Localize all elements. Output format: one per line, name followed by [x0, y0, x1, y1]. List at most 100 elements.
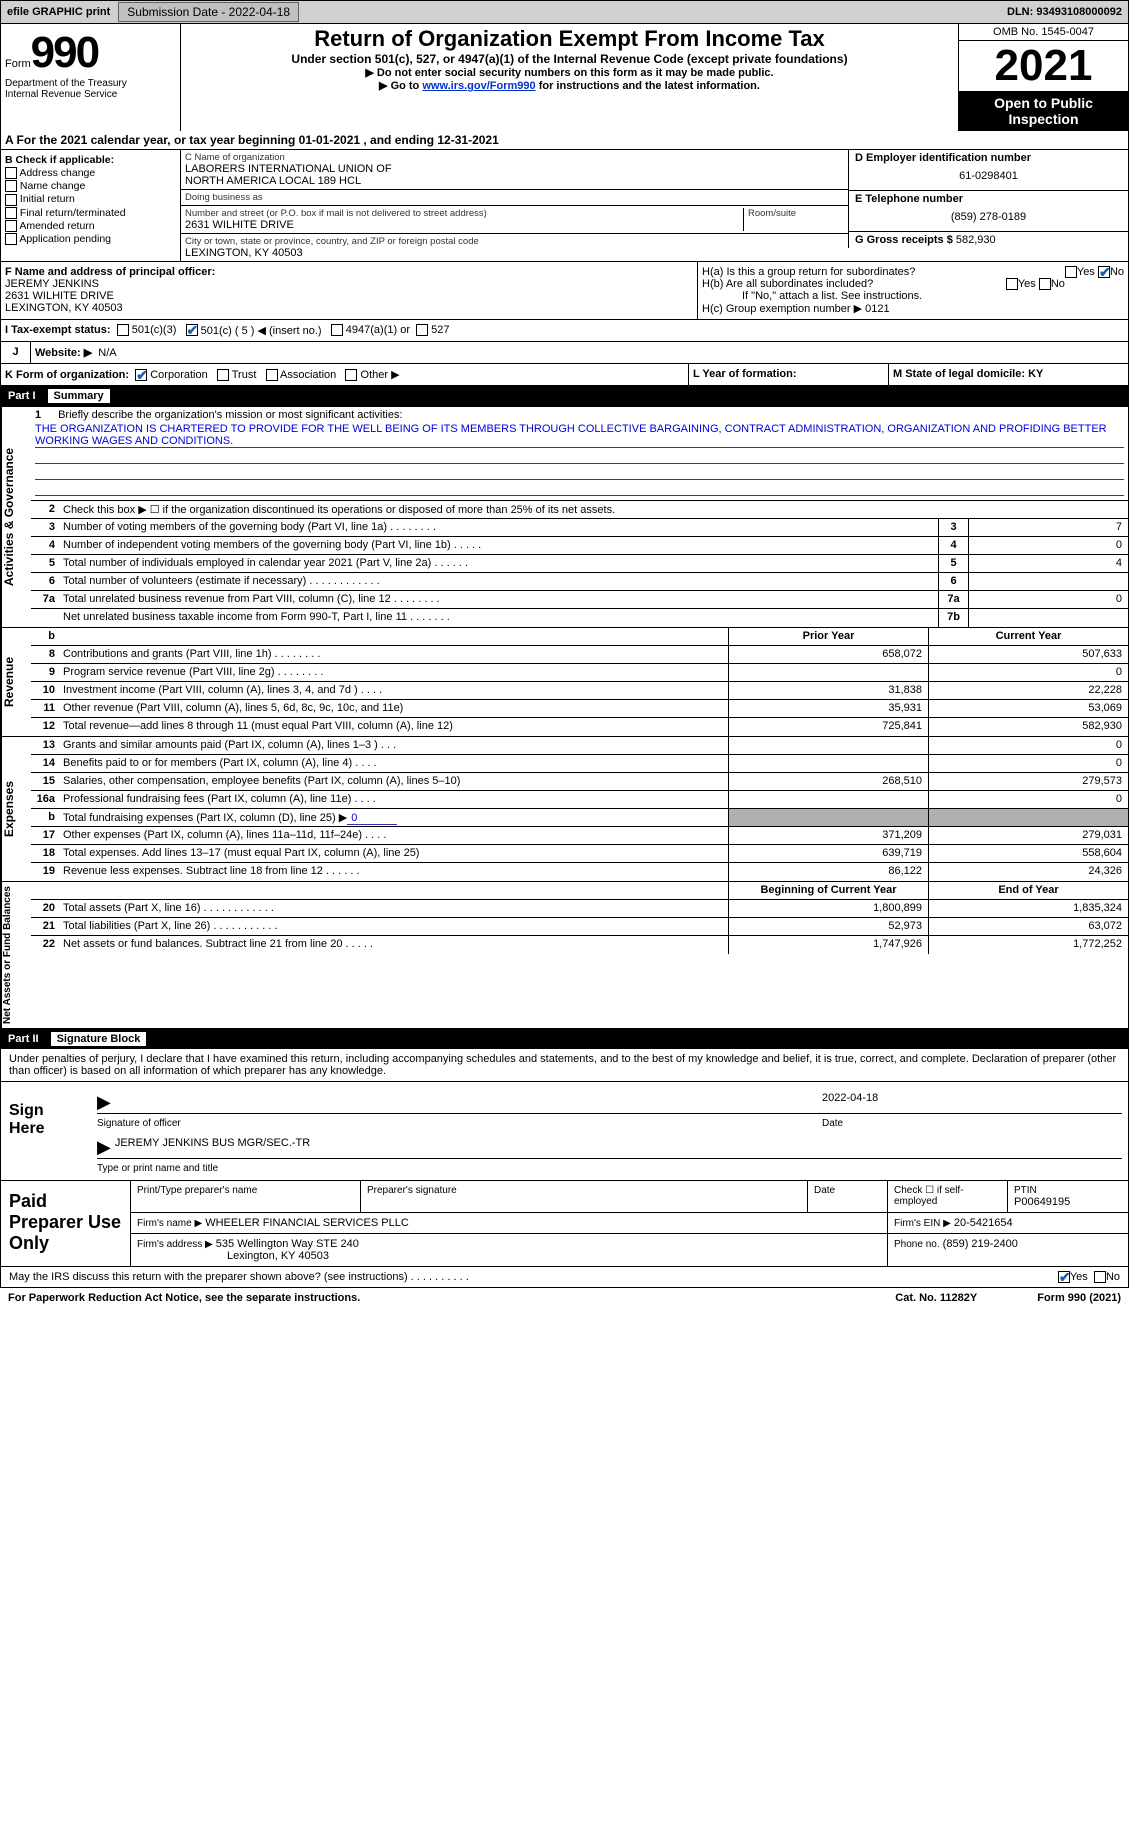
gross-receipts-value: 582,930: [956, 234, 996, 246]
line-16b: Total fundraising expenses (Part IX, col…: [59, 809, 728, 826]
line-21: Total liabilities (Part X, line 26) . . …: [59, 918, 728, 935]
identification-section: B Check if applicable: Address change Na…: [0, 150, 1129, 262]
section-c: C Name of organization LABORERS INTERNAT…: [181, 150, 848, 261]
p14: [728, 755, 928, 772]
checkbox-hb-no[interactable]: [1039, 278, 1051, 290]
checkbox-501c[interactable]: [186, 324, 198, 336]
goto-post: for instructions and the latest informat…: [536, 80, 760, 92]
checkbox-ha-yes[interactable]: [1065, 266, 1077, 278]
nbox-7a: 7a: [938, 591, 968, 608]
website-heading: Website: ▶: [35, 347, 92, 359]
org-name-2: NORTH AMERICA LOCAL 189 HCL: [185, 175, 844, 187]
line-19: Revenue less expenses. Subtract line 18 …: [59, 863, 728, 881]
p18: 639,719: [728, 845, 928, 862]
year-box: OMB No. 1545-0047 2021 Open to Public In…: [958, 24, 1128, 131]
val-4: 0: [968, 537, 1128, 554]
p17: 371,209: [728, 827, 928, 844]
checkbox-corporation[interactable]: [135, 369, 147, 381]
org-name-1: LABORERS INTERNATIONAL UNION OF: [185, 163, 844, 175]
line-10: Investment income (Part VIII, column (A)…: [59, 682, 728, 699]
street-value: 2631 WILHITE DRIVE: [185, 219, 739, 231]
checkbox-application-pending[interactable]: [5, 233, 17, 245]
phone-label: E Telephone number: [855, 193, 1122, 205]
form-footer: Form 990 (2021): [1037, 1292, 1121, 1304]
c9: 0: [928, 664, 1128, 681]
l-label: L Year of formation:: [693, 368, 797, 380]
p10: 31,838: [728, 682, 928, 699]
mission-blank-1: [35, 450, 1124, 464]
line-5: Total number of individuals employed in …: [59, 555, 938, 572]
hb-yes: Yes: [1018, 278, 1036, 290]
checkbox-name-change[interactable]: [5, 180, 17, 192]
line-17: Other expenses (Part IX, column (A), lin…: [59, 827, 728, 844]
dln-label: DLN: 93493108000092: [1001, 6, 1128, 18]
checkbox-hb-yes[interactable]: [1006, 278, 1018, 290]
checkbox-association[interactable]: [266, 369, 278, 381]
officer-label: F Name and address of principal officer:: [5, 266, 215, 278]
checkbox-4947[interactable]: [331, 324, 343, 336]
sig-officer-label: Signature of officer: [97, 1118, 822, 1129]
cat-no: Cat. No. 11282Y: [895, 1292, 977, 1304]
p16b: [728, 809, 928, 826]
checkbox-discuss-yes[interactable]: [1058, 1271, 1070, 1283]
e21: 63,072: [928, 918, 1128, 935]
checkbox-initial-return[interactable]: [5, 194, 17, 206]
lbl-address-change: Address change: [19, 167, 95, 179]
discuss-yes: Yes: [1070, 1271, 1088, 1283]
mission-blank-3: [35, 482, 1124, 496]
pp-firm-name: WHEELER FINANCIAL SERVICES PLLC: [205, 1217, 409, 1229]
val-7a: 0: [968, 591, 1128, 608]
checkbox-address-change[interactable]: [5, 167, 17, 179]
tax-year: 2021: [959, 41, 1128, 91]
officer-city: LEXINGTON, KY 40503: [5, 302, 123, 314]
c17: 279,031: [928, 827, 1128, 844]
section-d: D Employer identification number 61-0298…: [848, 150, 1128, 261]
city-value: LEXINGTON, KY 40503: [185, 247, 844, 259]
checkbox-ha-no[interactable]: [1098, 266, 1110, 278]
mission-blank-2: [35, 466, 1124, 480]
hdr-prior: Prior Year: [728, 628, 928, 645]
checkbox-501c3[interactable]: [117, 324, 129, 336]
efile-label: efile GRAPHIC print: [1, 6, 116, 18]
summary-governance: Activities & Governance 1 Briefly descri…: [0, 406, 1129, 628]
c10: 22,228: [928, 682, 1128, 699]
pp-firm-name-lbl: Firm's name ▶: [137, 1218, 202, 1229]
checkbox-other[interactable]: [345, 369, 357, 381]
line-15: Salaries, other compensation, employee b…: [59, 773, 728, 790]
checkbox-527[interactable]: [416, 324, 428, 336]
pp-check-lbl: Check ☐ if self-employed: [888, 1181, 1008, 1212]
b22: 1,747,926: [728, 936, 928, 954]
line-7a: Total unrelated business revenue from Pa…: [59, 591, 938, 608]
hc-label: H(c) Group exemption number ▶: [702, 303, 862, 315]
vtab-governance: Activities & Governance: [1, 407, 31, 627]
checkbox-final-return[interactable]: [5, 207, 17, 219]
ha-no: No: [1110, 266, 1124, 278]
l16b-val: 0: [347, 812, 397, 825]
submission-date-button[interactable]: Submission Date - 2022-04-18: [118, 2, 299, 22]
pp-firm-ein: 20-5421654: [954, 1217, 1013, 1229]
c8: 507,633: [928, 646, 1128, 663]
ha-yes: Yes: [1077, 266, 1095, 278]
val-3: 7: [968, 519, 1128, 536]
part1-label: Part I: [8, 390, 36, 402]
sign-here-label: Sign Here: [1, 1082, 91, 1180]
line-20: Total assets (Part X, line 16) . . . . .…: [59, 900, 728, 917]
hb-note: If "No," attach a list. See instructions…: [702, 290, 1124, 302]
summary-revenue: Revenue bPrior YearCurrent Year 8Contrib…: [0, 628, 1129, 737]
line-13: Grants and similar amounts paid (Part IX…: [59, 737, 728, 754]
lbl-initial-return: Initial return: [20, 193, 75, 205]
hb-no: No: [1051, 278, 1065, 290]
hdr-end: End of Year: [928, 882, 1128, 899]
checkbox-trust[interactable]: [217, 369, 229, 381]
vtab-netassets: Net Assets or Fund Balances: [1, 882, 31, 1028]
phone-value: (859) 278-0189: [855, 205, 1122, 229]
line-7b: Net unrelated business taxable income fr…: [59, 609, 938, 627]
e20: 1,835,324: [928, 900, 1128, 917]
vtab-expenses: Expenses: [1, 737, 31, 881]
form990-link[interactable]: www.irs.gov/Form990: [422, 80, 535, 92]
checkbox-discuss-no[interactable]: [1094, 1271, 1106, 1283]
m-label: M State of legal domicile: KY: [893, 368, 1043, 380]
p9: [728, 664, 928, 681]
checkbox-amended-return[interactable]: [5, 220, 17, 232]
title-box: Return of Organization Exempt From Incom…: [181, 24, 958, 131]
